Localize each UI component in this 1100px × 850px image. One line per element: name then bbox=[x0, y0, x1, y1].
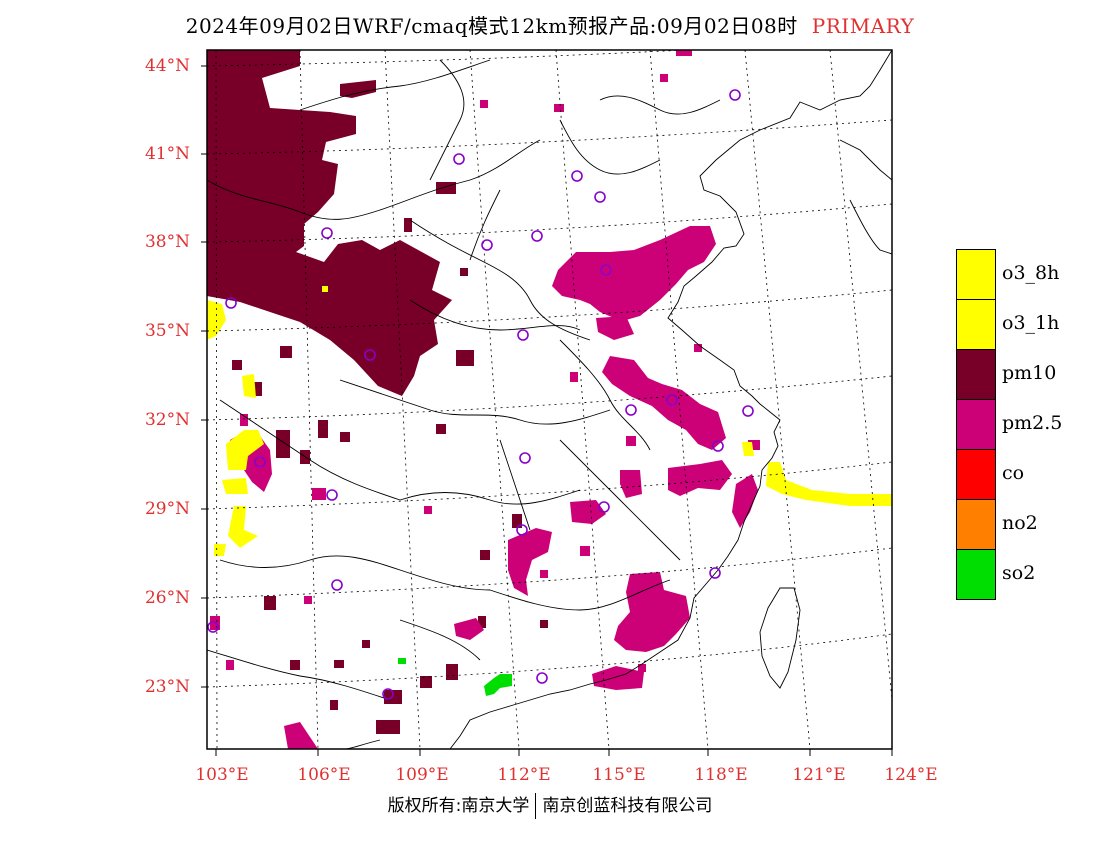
map-frame bbox=[206, 49, 893, 750]
lat-label: 23°N bbox=[144, 677, 190, 697]
pm25-areas bbox=[210, 50, 760, 749]
lat-label: 38°N bbox=[144, 232, 190, 252]
lat-label: 35°N bbox=[144, 321, 190, 341]
copyright-footer: 版权所有:南京大学 南京创蓝科技有限公司 bbox=[0, 791, 1100, 819]
lat-label: 26°N bbox=[144, 588, 190, 608]
axis-ticks bbox=[201, 65, 893, 756]
lat-label: 29°N bbox=[144, 499, 190, 519]
title-text: 2024年09月02日WRF/cmaq模式12km预报产品:09月02日08时 bbox=[185, 14, 798, 38]
primary-tag: PRIMARY bbox=[811, 14, 915, 38]
lon-label: 112°E bbox=[497, 765, 551, 785]
lon-label: 121°E bbox=[792, 765, 846, 785]
legend-swatch bbox=[956, 299, 996, 350]
copyright-divider bbox=[535, 793, 537, 819]
lat-label: 41°N bbox=[144, 144, 190, 164]
lat-label: 32°N bbox=[144, 410, 190, 430]
lon-label: 103°E bbox=[195, 765, 249, 785]
legend-label: o3_1h bbox=[1002, 312, 1060, 334]
legend-swatch bbox=[956, 499, 996, 550]
legend-label: co bbox=[1002, 462, 1025, 484]
legend-label: pm10 bbox=[1002, 362, 1057, 384]
legend-label: o3_8h bbox=[1002, 262, 1060, 284]
legend-swatch bbox=[956, 349, 996, 400]
station-markers bbox=[207, 89, 754, 700]
pm10-areas bbox=[207, 50, 548, 734]
map-title: 2024年09月02日WRF/cmaq模式12km预报产品:09月02日08时 P… bbox=[0, 10, 1100, 39]
o3-areas bbox=[207, 286, 892, 556]
legend-label: pm2.5 bbox=[1002, 412, 1063, 434]
graticule bbox=[207, 50, 892, 749]
legend-label: so2 bbox=[1002, 562, 1036, 584]
lon-label: 124°E bbox=[884, 765, 938, 785]
lon-label: 115°E bbox=[592, 765, 646, 785]
legend-swatch bbox=[956, 399, 996, 450]
legend-swatch bbox=[956, 549, 996, 600]
legend-swatch bbox=[956, 249, 996, 300]
lon-label: 106°E bbox=[297, 765, 351, 785]
lat-label: 44°N bbox=[144, 56, 190, 76]
lon-label: 109°E bbox=[395, 765, 449, 785]
boundary-lines bbox=[207, 50, 892, 749]
legend-label: no2 bbox=[1002, 512, 1038, 534]
copyright-owner: 版权所有:南京大学 bbox=[387, 796, 530, 816]
lon-label: 118°E bbox=[694, 765, 748, 785]
copyright-company: 南京创蓝科技有限公司 bbox=[542, 796, 713, 816]
so2-areas bbox=[398, 658, 512, 696]
legend-swatch bbox=[956, 449, 996, 500]
